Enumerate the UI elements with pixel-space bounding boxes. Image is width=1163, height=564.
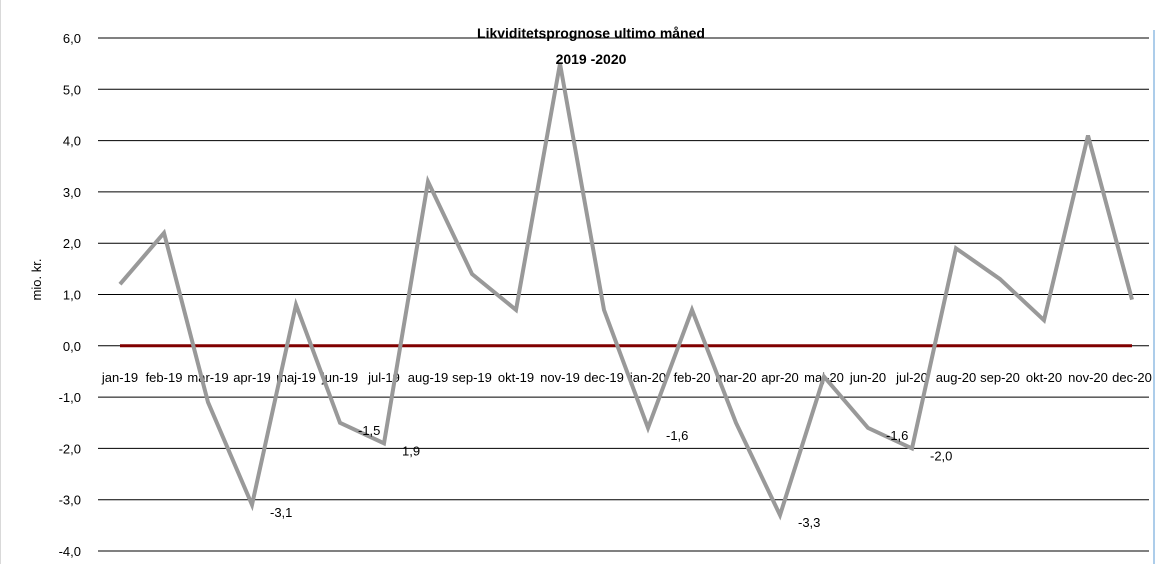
x-tick-label: okt-20 <box>1026 370 1062 385</box>
x-tick-label: dec-20 <box>1112 370 1152 385</box>
y-axis-tick-labels: 6,0 5,0 4,0 3,0 2,0 1,0 0,0 -1,0 -2,0 -3,0 -4,0 <box>59 31 81 559</box>
data-label: -2,0 <box>930 448 952 463</box>
data-label: -1,6 <box>886 428 908 443</box>
x-tick-label: mar-19 <box>187 370 228 385</box>
x-tick-label: dec-19 <box>584 370 624 385</box>
y-axis-title: mio. kr. <box>29 259 44 301</box>
x-tick-label: feb-19 <box>146 370 183 385</box>
y-tick-label: 2,0 <box>63 236 81 251</box>
x-tick-label: sep-19 <box>452 370 492 385</box>
y-tick-label: 6,0 <box>63 31 81 46</box>
x-tick-label: apr-20 <box>761 370 799 385</box>
data-label: -3,3 <box>798 515 820 530</box>
y-tick-label: 3,0 <box>63 185 81 200</box>
series-line <box>118 63 1134 521</box>
y-tick-label: -3,0 <box>59 493 81 508</box>
x-tick-label: maj-19 <box>276 370 316 385</box>
x-tick-label: nov-20 <box>1068 370 1108 385</box>
data-label: 1,9 <box>402 443 420 458</box>
x-tick-label: apr-19 <box>233 370 271 385</box>
y-tick-label: 1,0 <box>63 288 81 303</box>
x-tick-label: feb-20 <box>674 370 711 385</box>
x-tick-label: jan-20 <box>629 370 666 385</box>
grid-lines <box>98 37 1149 552</box>
series-group <box>118 63 1134 521</box>
x-tick-label: nov-19 <box>540 370 580 385</box>
y-tick-label: 0,0 <box>63 339 81 354</box>
y-tick-label: 5,0 <box>63 82 81 97</box>
x-tick-label: jan-19 <box>101 370 138 385</box>
data-labels: -3,1 -1,5 1,9 -1,6 -3,3 -1,6 -2,0 <box>270 423 952 530</box>
x-tick-label: jun-20 <box>849 370 886 385</box>
x-tick-label: mar-20 <box>715 370 756 385</box>
chart-subtitle: 2019 -2020 <box>556 51 627 67</box>
y-tick-label: 4,0 <box>63 134 81 149</box>
data-label: -3,1 <box>270 505 292 520</box>
x-tick-label: jul-19 <box>367 370 400 385</box>
data-label: -1,5 <box>358 423 380 438</box>
x-tick-label: sep-20 <box>980 370 1020 385</box>
chart-title: Likviditetsprognose ultimo måned <box>477 25 705 41</box>
y-tick-label: -4,0 <box>59 544 81 559</box>
x-tick-label: okt-19 <box>498 370 534 385</box>
y-tick-label: -1,0 <box>59 390 81 405</box>
x-tick-label: jul-20 <box>895 370 928 385</box>
x-tick-label: jun-19 <box>321 370 358 385</box>
x-tick-label: aug-20 <box>936 370 976 385</box>
y-tick-label: -2,0 <box>59 441 81 456</box>
data-label: -1,6 <box>666 428 688 443</box>
x-tick-label: aug-19 <box>408 370 448 385</box>
